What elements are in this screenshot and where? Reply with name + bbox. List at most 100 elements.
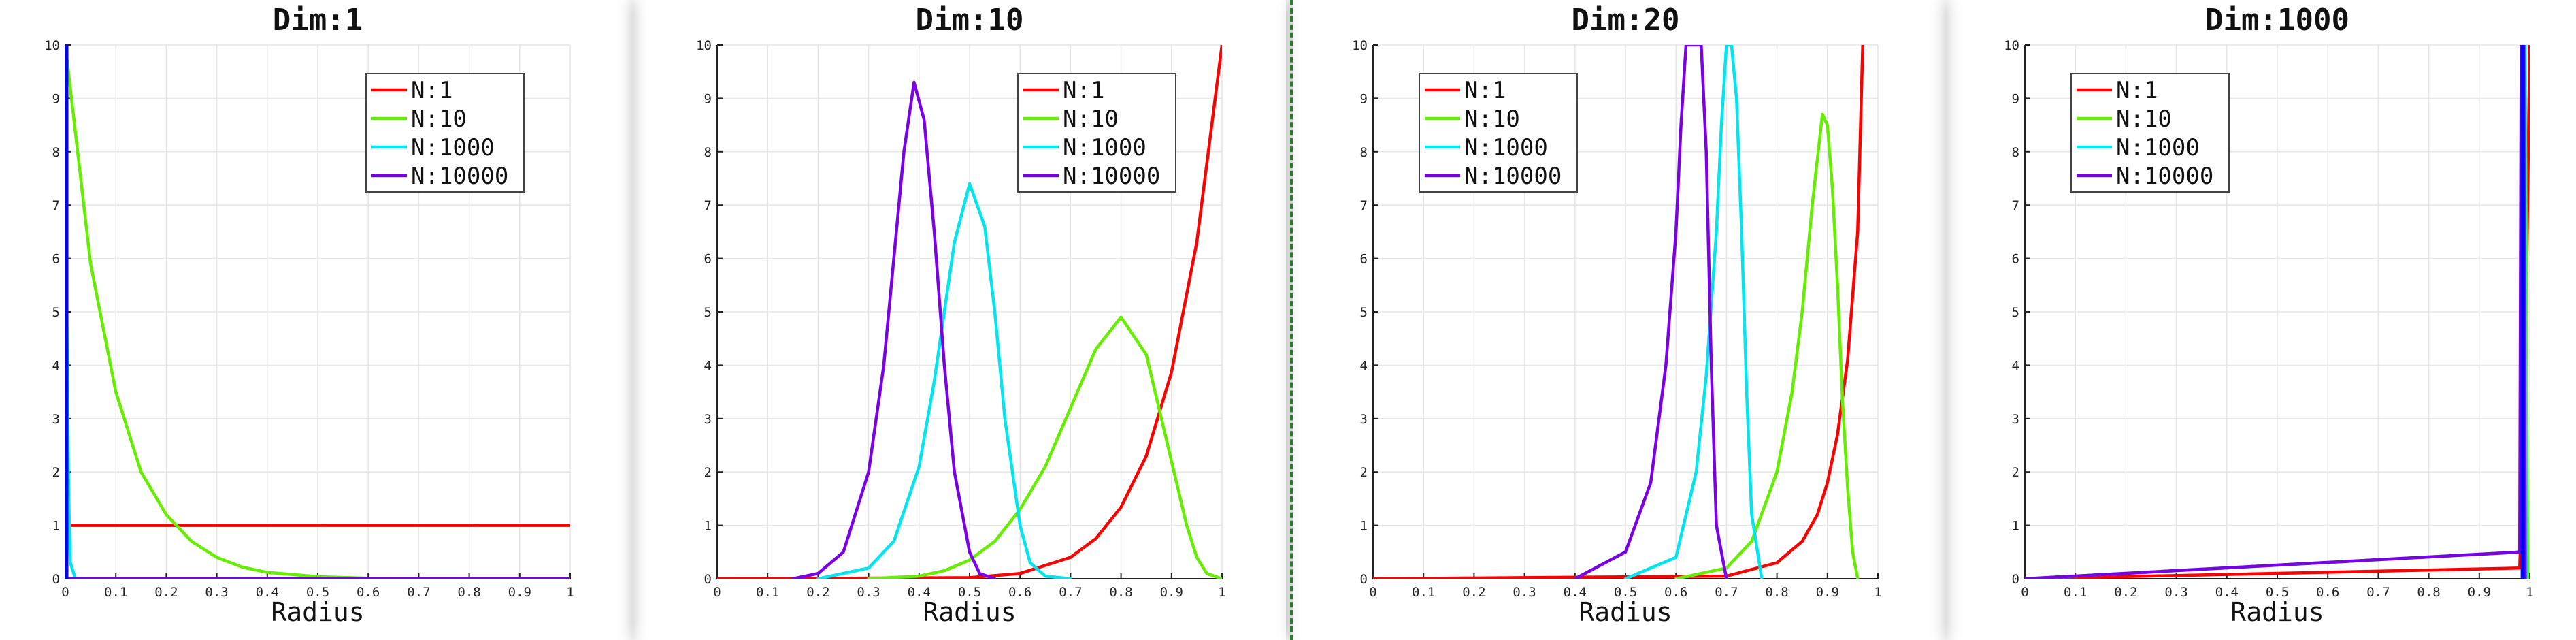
- x-tick-label: 0.7: [1059, 585, 1082, 600]
- legend-label: N:10: [2116, 106, 2172, 133]
- y-tick-label: 3: [704, 412, 712, 427]
- x-tick-label: 0.5: [2266, 585, 2289, 600]
- y-tick-label: 5: [52, 305, 60, 320]
- x-tick-label: 0.5: [306, 585, 329, 600]
- chart-title: Dim:10: [916, 3, 1024, 37]
- legend-box: [2070, 73, 2230, 193]
- y-tick-label: 1: [2012, 519, 2019, 534]
- chart-title: Dim:1: [273, 3, 363, 37]
- x-tick-label: 0.6: [1008, 585, 1031, 600]
- x-tick-label: 0.5: [1614, 585, 1637, 600]
- x-tick-label: 0.8: [2417, 585, 2440, 600]
- x-tick-label: 0.1: [104, 585, 127, 600]
- y-tick-label: 1: [704, 519, 712, 534]
- x-tick-label: 0.1: [2064, 585, 2087, 600]
- series-line-n-10: [1674, 112, 1860, 579]
- y-tick-label: 2: [704, 465, 712, 480]
- x-tick-label: 0.1: [1412, 585, 1435, 600]
- x-tick-label: 0.6: [2316, 585, 2339, 600]
- legend-label: N:10: [1464, 106, 1520, 133]
- x-tick-label: 0.4: [256, 585, 279, 600]
- y-tick-label: 6: [52, 252, 60, 267]
- series-line-n-10: [867, 315, 1222, 579]
- x-tick-label: 0.3: [857, 585, 880, 600]
- x-axis-label: Radius: [2230, 597, 2324, 627]
- x-tick-label: 0.7: [1715, 585, 1738, 600]
- y-tick-label: 5: [1360, 305, 1368, 320]
- y-tick-label: 0: [2012, 572, 2019, 587]
- y-tick-label: 1: [52, 519, 60, 534]
- y-tick-label: 7: [704, 198, 712, 213]
- x-tick-label: 1: [1218, 585, 1225, 600]
- x-tick-label: 0.3: [205, 585, 228, 600]
- y-tick-label: 5: [2012, 305, 2019, 320]
- y-tick-label: 7: [2012, 198, 2019, 213]
- panel-separator: [1290, 0, 1293, 640]
- series-line-n-10000: [1573, 45, 1728, 579]
- y-tick-label: 4: [1360, 358, 1368, 373]
- y-tick-label: 10: [44, 38, 60, 53]
- legend-label: N:10000: [1063, 163, 1160, 190]
- y-tick-label: 1: [1360, 519, 1368, 534]
- y-tick-label: 6: [1360, 252, 1368, 267]
- x-tick-label: 0.6: [357, 585, 380, 600]
- legend-box: [1017, 73, 1176, 193]
- y-tick-label: 0: [52, 572, 60, 587]
- x-tick-label: 0: [2021, 585, 2028, 600]
- y-tick-label: 2: [52, 465, 60, 480]
- y-tick-label: 5: [704, 305, 712, 320]
- x-tick-label: 0.5: [958, 585, 981, 600]
- y-tick-label: 9: [1360, 91, 1368, 106]
- y-tick-label: 8: [52, 145, 60, 160]
- legend-label: N:1: [411, 77, 452, 104]
- legend-label: N:1000: [1063, 134, 1146, 161]
- x-tick-label: 0.7: [407, 585, 430, 600]
- y-tick-label: 9: [2012, 91, 2019, 106]
- x-tick-label: 0: [1369, 585, 1376, 600]
- y-tick-label: 8: [1360, 145, 1368, 160]
- y-tick-label: 7: [52, 198, 60, 213]
- x-tick-label: 1: [566, 585, 574, 600]
- y-tick-label: 4: [704, 358, 712, 373]
- y-tick-label: 3: [1360, 412, 1368, 427]
- y-tick-label: 6: [2012, 252, 2019, 267]
- x-tick-label: 0.8: [457, 585, 480, 600]
- plot-area: [1373, 45, 1864, 579]
- chart-panel-1: 0 0.1 0.2 0.3 0.4 0.5 0.6 0.7 0.8 0.9 101234567891…: [44, 3, 574, 627]
- legend-label: N:10000: [1464, 163, 1562, 190]
- x-axis-label: Radius: [923, 597, 1016, 627]
- series-line-n-1: [717, 45, 1222, 579]
- y-tick-label: 7: [1360, 198, 1368, 213]
- x-tick-label: 0.2: [154, 585, 178, 600]
- x-tick-label: 0: [61, 585, 69, 600]
- x-tick-label: 0.4: [1564, 585, 1587, 600]
- chart-panel-4: 0 0.1 0.2 0.3 0.4 0.5 0.6 0.7 0.8 0.9 101234567891…: [2004, 3, 2534, 627]
- chart-title: Dim:20: [1572, 3, 1680, 37]
- x-tick-label: 0.6: [1664, 585, 1687, 600]
- x-tick-label: 0.3: [2164, 585, 2187, 600]
- y-tick-label: 10: [696, 38, 712, 53]
- y-tick-label: 4: [52, 358, 60, 373]
- y-tick-label: 9: [52, 91, 60, 106]
- y-tick-label: 3: [52, 412, 60, 427]
- y-tick-label: 8: [704, 145, 712, 160]
- x-tick-label: 0: [713, 585, 721, 600]
- x-tick-label: 0.3: [1513, 585, 1536, 600]
- y-tick-label: 6: [704, 252, 712, 267]
- plot-area: [2025, 45, 2530, 579]
- x-tick-label: 0.8: [1765, 585, 1788, 600]
- legend-label: N:10000: [2116, 163, 2213, 190]
- x-tick-label: 0.2: [2114, 585, 2137, 600]
- plot-area: [717, 45, 1222, 579]
- y-tick-label: 0: [1360, 572, 1368, 587]
- legend-box: [1419, 73, 1578, 193]
- y-tick-label: 10: [1352, 38, 1368, 53]
- chart-panel-2: 0 0.1 0.2 0.3 0.4 0.5 0.6 0.7 0.8 0.9 101234567891…: [696, 3, 1226, 627]
- x-axis-label: Radius: [1579, 597, 1672, 627]
- series-line-n-10000: [791, 80, 997, 579]
